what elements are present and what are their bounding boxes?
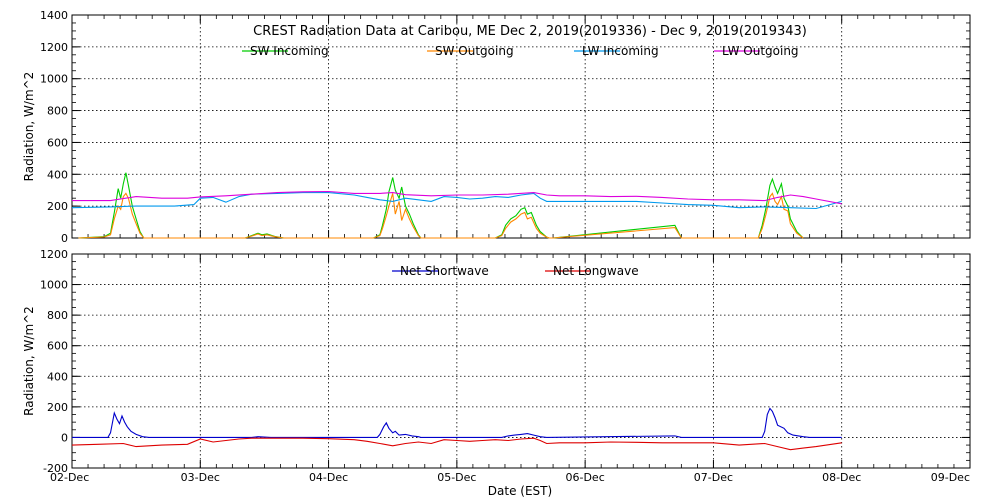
x-tick-label: 07-Dec xyxy=(694,471,733,484)
y-tick-label: 200 xyxy=(47,401,68,414)
y-tick-label: 800 xyxy=(47,105,68,118)
y-axis-title: Radiation, W/m^2 xyxy=(22,306,36,416)
x-tick-label: 05-Dec xyxy=(437,471,476,484)
y-tick-label: 1000 xyxy=(40,73,68,86)
x-tick-label: 02-Dec xyxy=(50,471,89,484)
x-axis-title: Date (EST) xyxy=(488,484,552,498)
y-tick-label: 200 xyxy=(47,200,68,213)
y-tick-label: 0 xyxy=(61,232,68,245)
y-tick-label: 600 xyxy=(47,340,68,353)
plot-frame xyxy=(71,14,971,239)
legend-label: LW Incoming xyxy=(582,44,659,58)
y-tick-label: 400 xyxy=(47,370,68,383)
series-line-net-longwave xyxy=(71,437,842,451)
series-line-sw-outgoing xyxy=(78,192,804,239)
legend-label: LW Outgoing xyxy=(722,44,799,58)
y-tick-label: 1400 xyxy=(40,9,68,22)
legend-label: SW Incoming xyxy=(250,44,329,58)
x-tick-label: 06-Dec xyxy=(566,471,605,484)
legend-label: Net Longwave xyxy=(553,264,639,278)
legend-label: SW Outgoing xyxy=(435,44,514,58)
bottom-panel: -200 0 200 400 600 800 1000 1200 02-Dec 03-Dec 04-… xyxy=(22,248,971,484)
y-tick-label: 600 xyxy=(47,136,68,149)
x-tick-label: 08-Dec xyxy=(822,471,861,484)
x-tick-label: 04-Dec xyxy=(309,471,348,484)
series-line-lw-incoming xyxy=(71,192,842,210)
y-tick-label: 800 xyxy=(47,309,68,322)
x-tick-label: 09-Dec xyxy=(931,471,970,484)
series-line-lw-outgoing xyxy=(72,190,842,205)
y-tick-label: 1200 xyxy=(40,41,68,54)
y-tick-label: 0 xyxy=(61,431,68,444)
legend-label: Net Shortwave xyxy=(400,264,489,278)
top-panel: 0 200 400 600 800 1000 1200 1400 Radiation, W/m^… xyxy=(22,9,971,245)
y-tick-label: -200 xyxy=(43,462,68,475)
plot-frame xyxy=(71,253,971,469)
y-tick-label: 400 xyxy=(47,168,68,181)
chart-title: CREST Radiation Data at Caribou, ME Dec … xyxy=(253,24,807,39)
x-tick-label: 03-Dec xyxy=(181,471,220,484)
y-tick-label: 1000 xyxy=(40,279,68,292)
series-line-sw-incoming xyxy=(78,172,804,239)
series-line-net-shortwave xyxy=(72,407,842,438)
y-axis-title: Radiation, W/m^2 xyxy=(22,72,36,182)
y-tick-label: 1200 xyxy=(40,248,68,261)
